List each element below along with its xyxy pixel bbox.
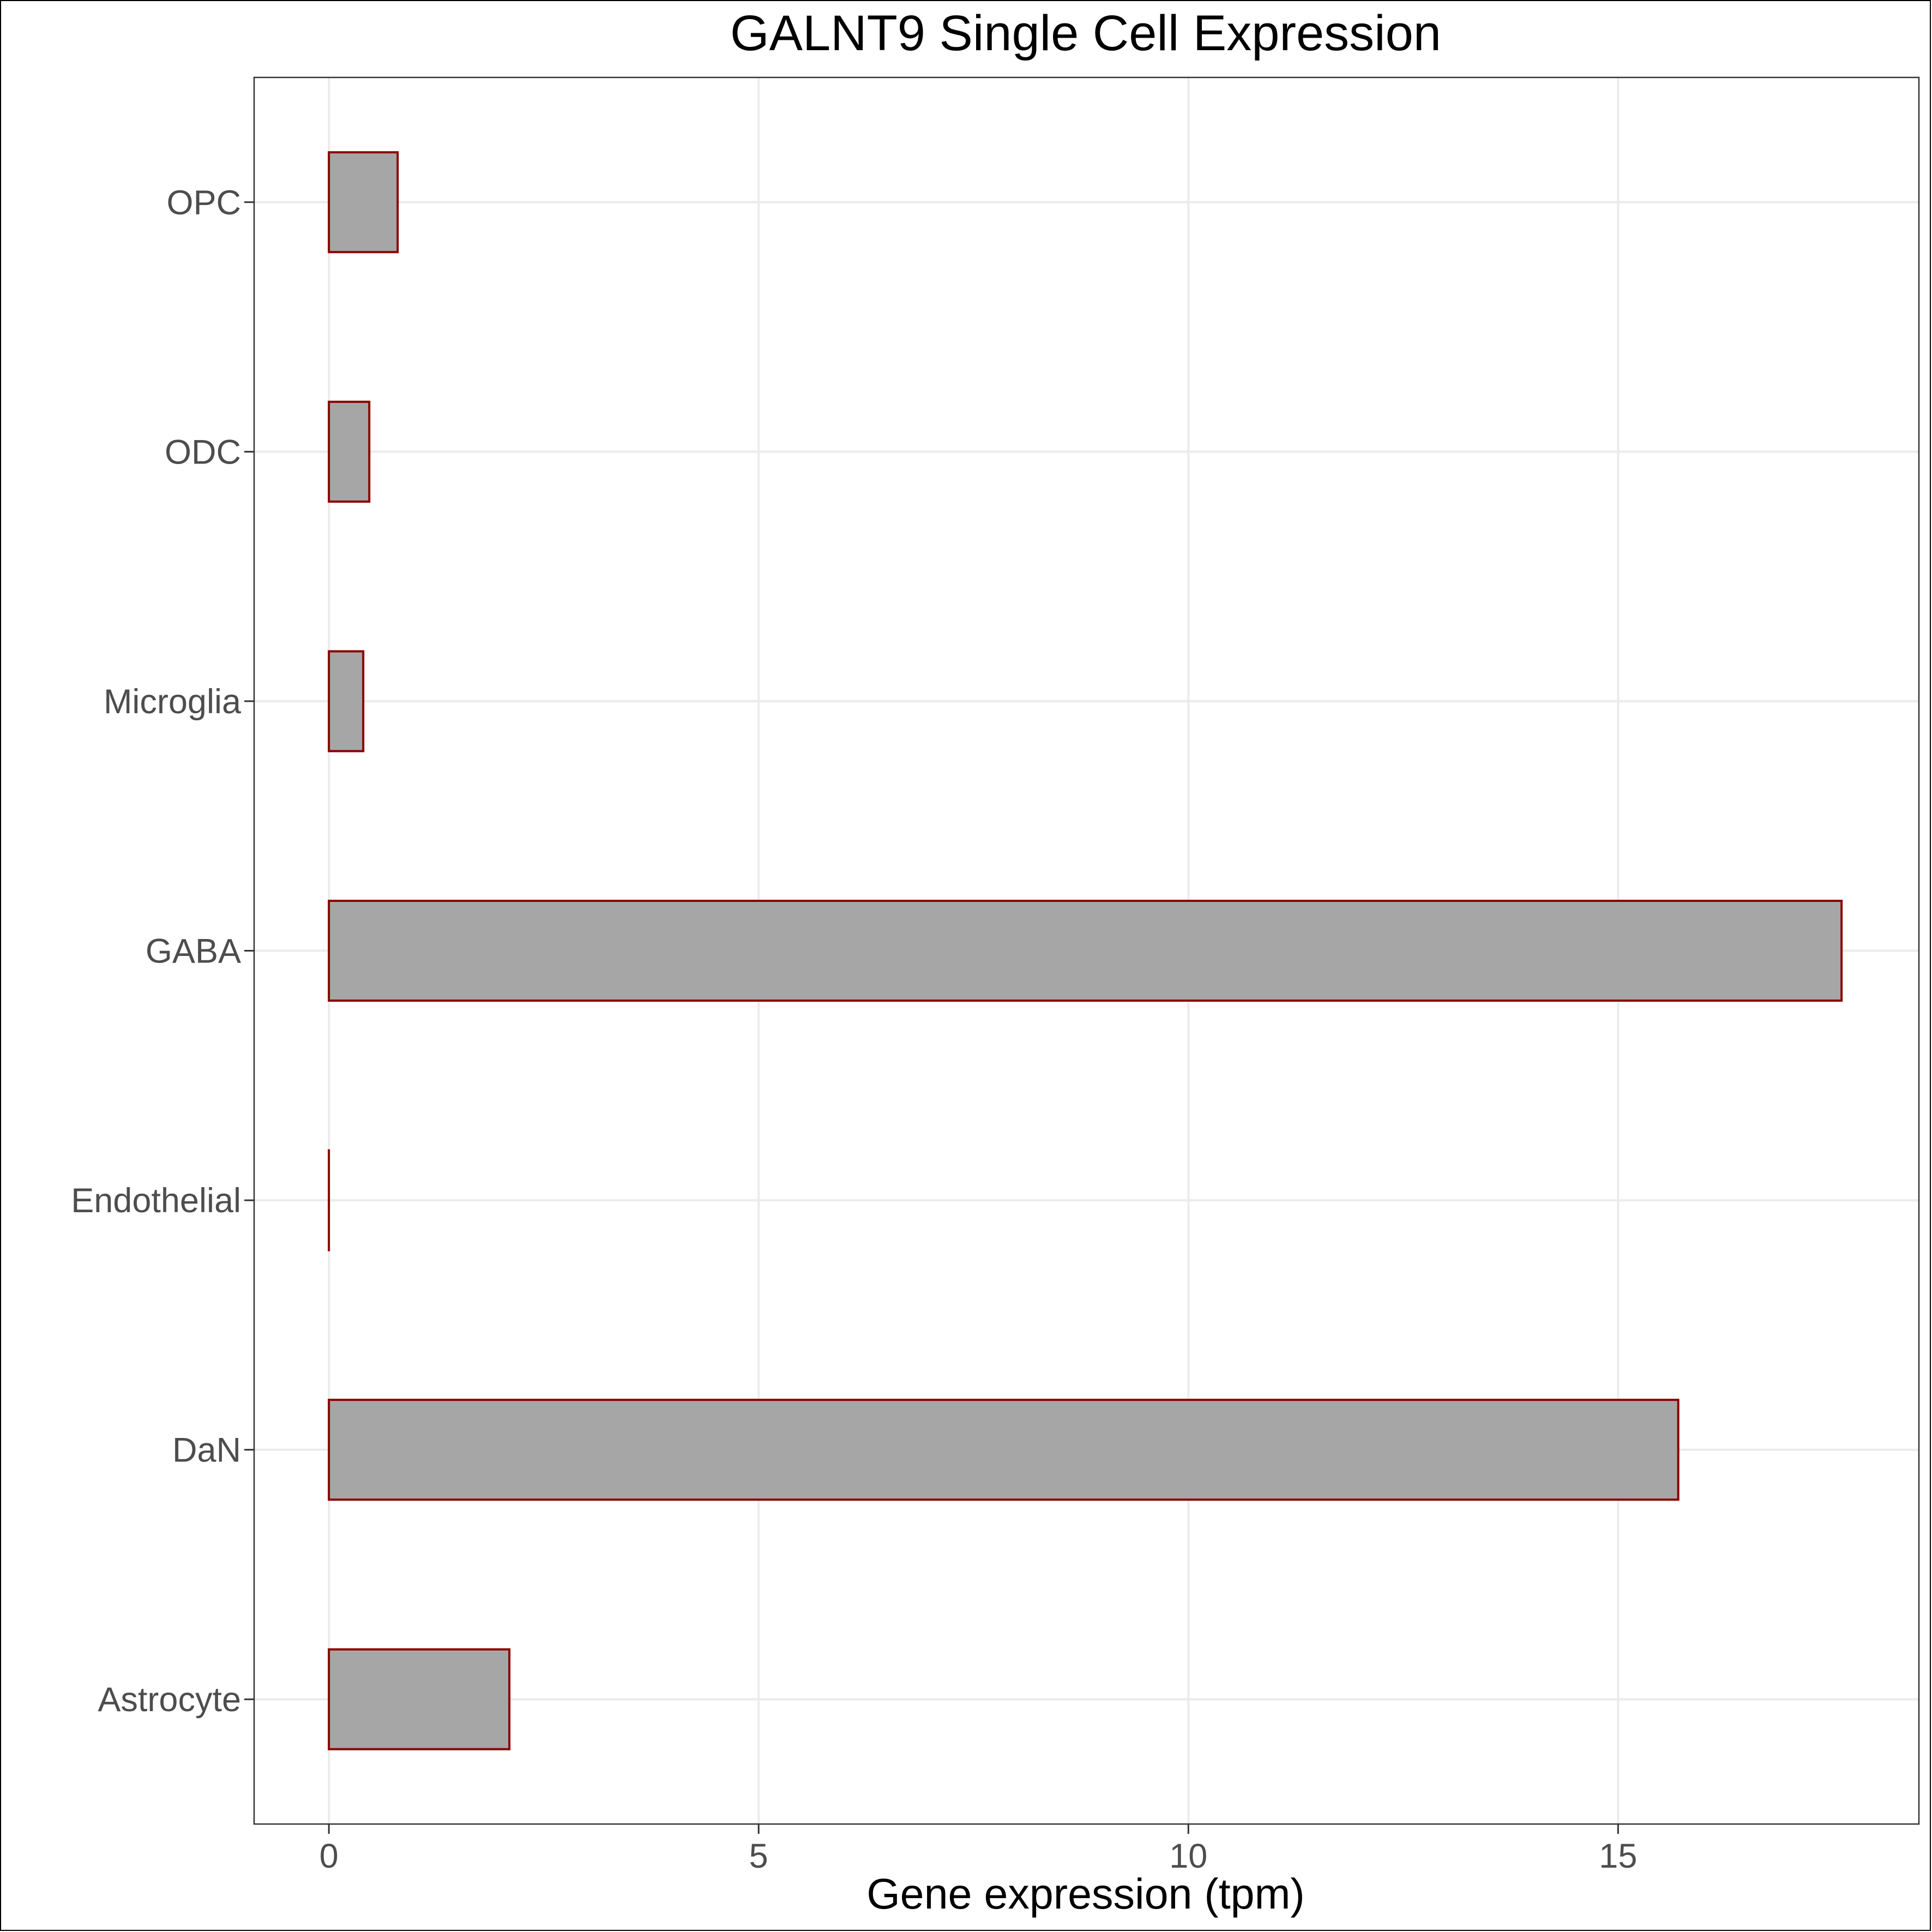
bar-opc: [328, 151, 399, 254]
bar-dan: [328, 1399, 1680, 1501]
bar-odc: [328, 400, 371, 503]
x-tick-labels: 0 5 10 15: [320, 1824, 1637, 1875]
x-tick-label: 5: [749, 1837, 768, 1875]
bar-astrocyte: [328, 1648, 511, 1750]
bars: [328, 151, 1843, 1750]
y-tick-label: Endothelial: [71, 1182, 241, 1220]
bar-microglia: [328, 650, 365, 753]
x-axis-label: Gene expression (tpm): [866, 1869, 1305, 1918]
y-tick-label: Astrocyte: [98, 1681, 241, 1719]
y-tick-label: ODC: [165, 433, 241, 471]
y-tick-label: OPC: [166, 184, 241, 222]
x-tick-label: 0: [320, 1837, 339, 1875]
y-tick-label: Microglia: [104, 683, 242, 721]
bar-gaba: [328, 899, 1843, 1002]
x-tick-label: 15: [1599, 1837, 1637, 1875]
y-tick-labels: Astrocyte DaN Endothelial GABA Microglia ODC O…: [71, 184, 254, 1719]
x-tick-label: 10: [1169, 1837, 1207, 1875]
y-tick-label: DaN: [172, 1431, 241, 1470]
chart-title: GALNT9 Single Cell Expression: [730, 5, 1441, 61]
y-tick-label: GABA: [146, 932, 241, 971]
